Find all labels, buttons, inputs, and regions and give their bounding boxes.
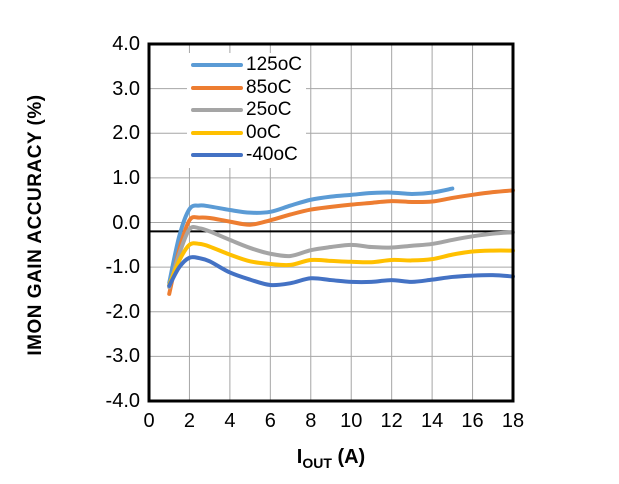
y-axis-title: IMON GAIN ACCURACY (%) [25,94,46,356]
y-tick-label: 4.0 [112,33,140,55]
y-tick-label: -4.0 [105,390,140,412]
legend-item: -40oC [191,144,302,167]
legend-line-sample [191,130,243,135]
y-tick-label: 3.0 [112,77,140,100]
y-tick-label: -1.0 [105,256,140,279]
series-line-25oC [167,224,515,290]
plot-border [147,42,515,403]
x-tick-label: 12 [380,410,403,432]
x-axis-title-subscript: OUT [302,455,332,471]
y-tick-label: 0.0 [112,211,140,234]
x-tick-label: 8 [305,410,317,432]
y-tick-label: 2.0 [112,122,140,145]
legend-label: 125oC [246,54,302,76]
x-axis-title: IOUT (A) [149,446,513,471]
x-tick-label: 6 [264,410,276,432]
legend-item: 85oC [191,77,302,100]
plot-area [147,42,515,403]
legend-line-sample [191,108,243,113]
y-tick-label: -3.0 [105,345,140,368]
legend-line-sample [191,85,243,90]
x-axis-title-symbol: I [296,446,303,468]
legend: 125oC 85oC 25oC 0oC -40oC [187,53,306,168]
x-tick-label: 2 [183,410,195,432]
legend-line-sample [191,153,243,158]
legend-label: 0oC [246,121,281,143]
series-line-125oC [167,186,455,285]
x-tick-label: 14 [420,410,444,432]
x-tick-label: 4 [224,410,236,432]
x-tick-label: 10 [340,410,363,432]
y-tick-label: -2.0 [105,300,140,323]
x-axis-title-unit: (A) [331,446,366,468]
legend-line-sample [191,63,243,68]
legend-item: 0oC [191,122,302,145]
legend-label: 85oC [246,76,292,98]
series-line-0oC [167,241,515,287]
legend-item: 25oC [191,99,302,122]
series-line--40oC [167,255,515,288]
x-tick-label: 16 [461,410,484,432]
x-tick-label: 0 [143,410,155,432]
x-tick-label: 18 [501,410,525,432]
legend-label: 25oC [246,99,292,121]
y-tick-label: 1.0 [112,166,140,189]
legend-label: -40oC [246,144,298,166]
series-line-85oC [167,188,515,296]
legend-item: 125oC [191,54,302,77]
